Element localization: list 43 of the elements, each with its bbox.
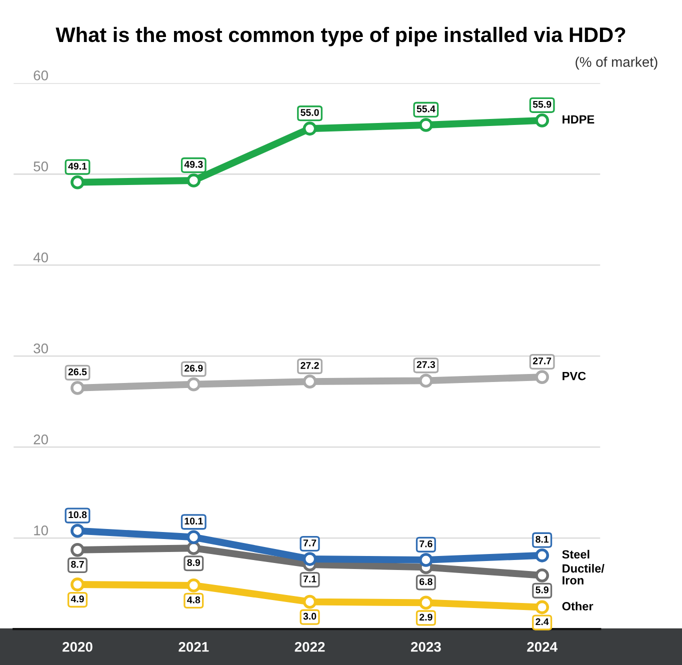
data-label: 3.0: [303, 612, 316, 620]
data-label: 26.9: [184, 364, 203, 372]
x-tick-label: 2023: [410, 642, 441, 652]
data-label: 55.0: [300, 109, 319, 116]
data-label: 55.9: [532, 100, 552, 108]
y-tick-label: 50: [34, 162, 48, 172]
data-label: 49.1: [68, 162, 87, 170]
chart-subtitle: (% of market): [576, 56, 658, 70]
data-label: 2.9: [420, 614, 432, 621]
data-label: 7.6: [420, 540, 432, 548]
data-label: 7.1: [303, 576, 316, 582]
data-label: 49.3: [184, 160, 203, 168]
y-tick-label: 40: [33, 252, 48, 262]
data-label: 55.4: [416, 106, 436, 112]
y-tick-label: 30: [34, 344, 48, 354]
data-label: 4.8: [187, 596, 200, 604]
x-tick-label: 2022: [294, 642, 325, 652]
data-label: 27.3: [416, 361, 436, 368]
data-label: 8.9: [187, 559, 200, 566]
data-label: 4.9: [70, 596, 84, 602]
data-label: 7.7: [303, 540, 316, 546]
data-label: 27.2: [300, 362, 319, 369]
y-tick-label: 10: [34, 526, 48, 536]
y-tick-label: 20: [34, 434, 48, 444]
y-tick-label: 60: [34, 70, 48, 80]
data-label: 26.5: [68, 368, 87, 376]
data-label: 10.8: [68, 511, 87, 518]
x-tick-label: 2021: [178, 642, 209, 652]
data-label: 6.8: [420, 578, 432, 586]
series-label: Other: [562, 602, 594, 610]
data-label: 5.9: [536, 586, 548, 594]
series-label: Steel: [562, 550, 590, 559]
data-label: 10.1: [184, 518, 203, 525]
data-label: 8.7: [71, 560, 84, 568]
x-tick-label: 2020: [62, 642, 92, 652]
x-tick-label: 2024: [527, 642, 558, 652]
data-label: 27.7: [532, 357, 552, 364]
series-label: HDPE: [562, 115, 594, 124]
series-label: PVC: [562, 372, 586, 380]
data-label: 8.1: [536, 536, 549, 543]
series-label: Ductile/ Iron: [562, 564, 604, 585]
chart-title: What is the most common type of pipe installed via HDD?: [56, 26, 626, 46]
data-label: 2.4: [536, 618, 549, 626]
